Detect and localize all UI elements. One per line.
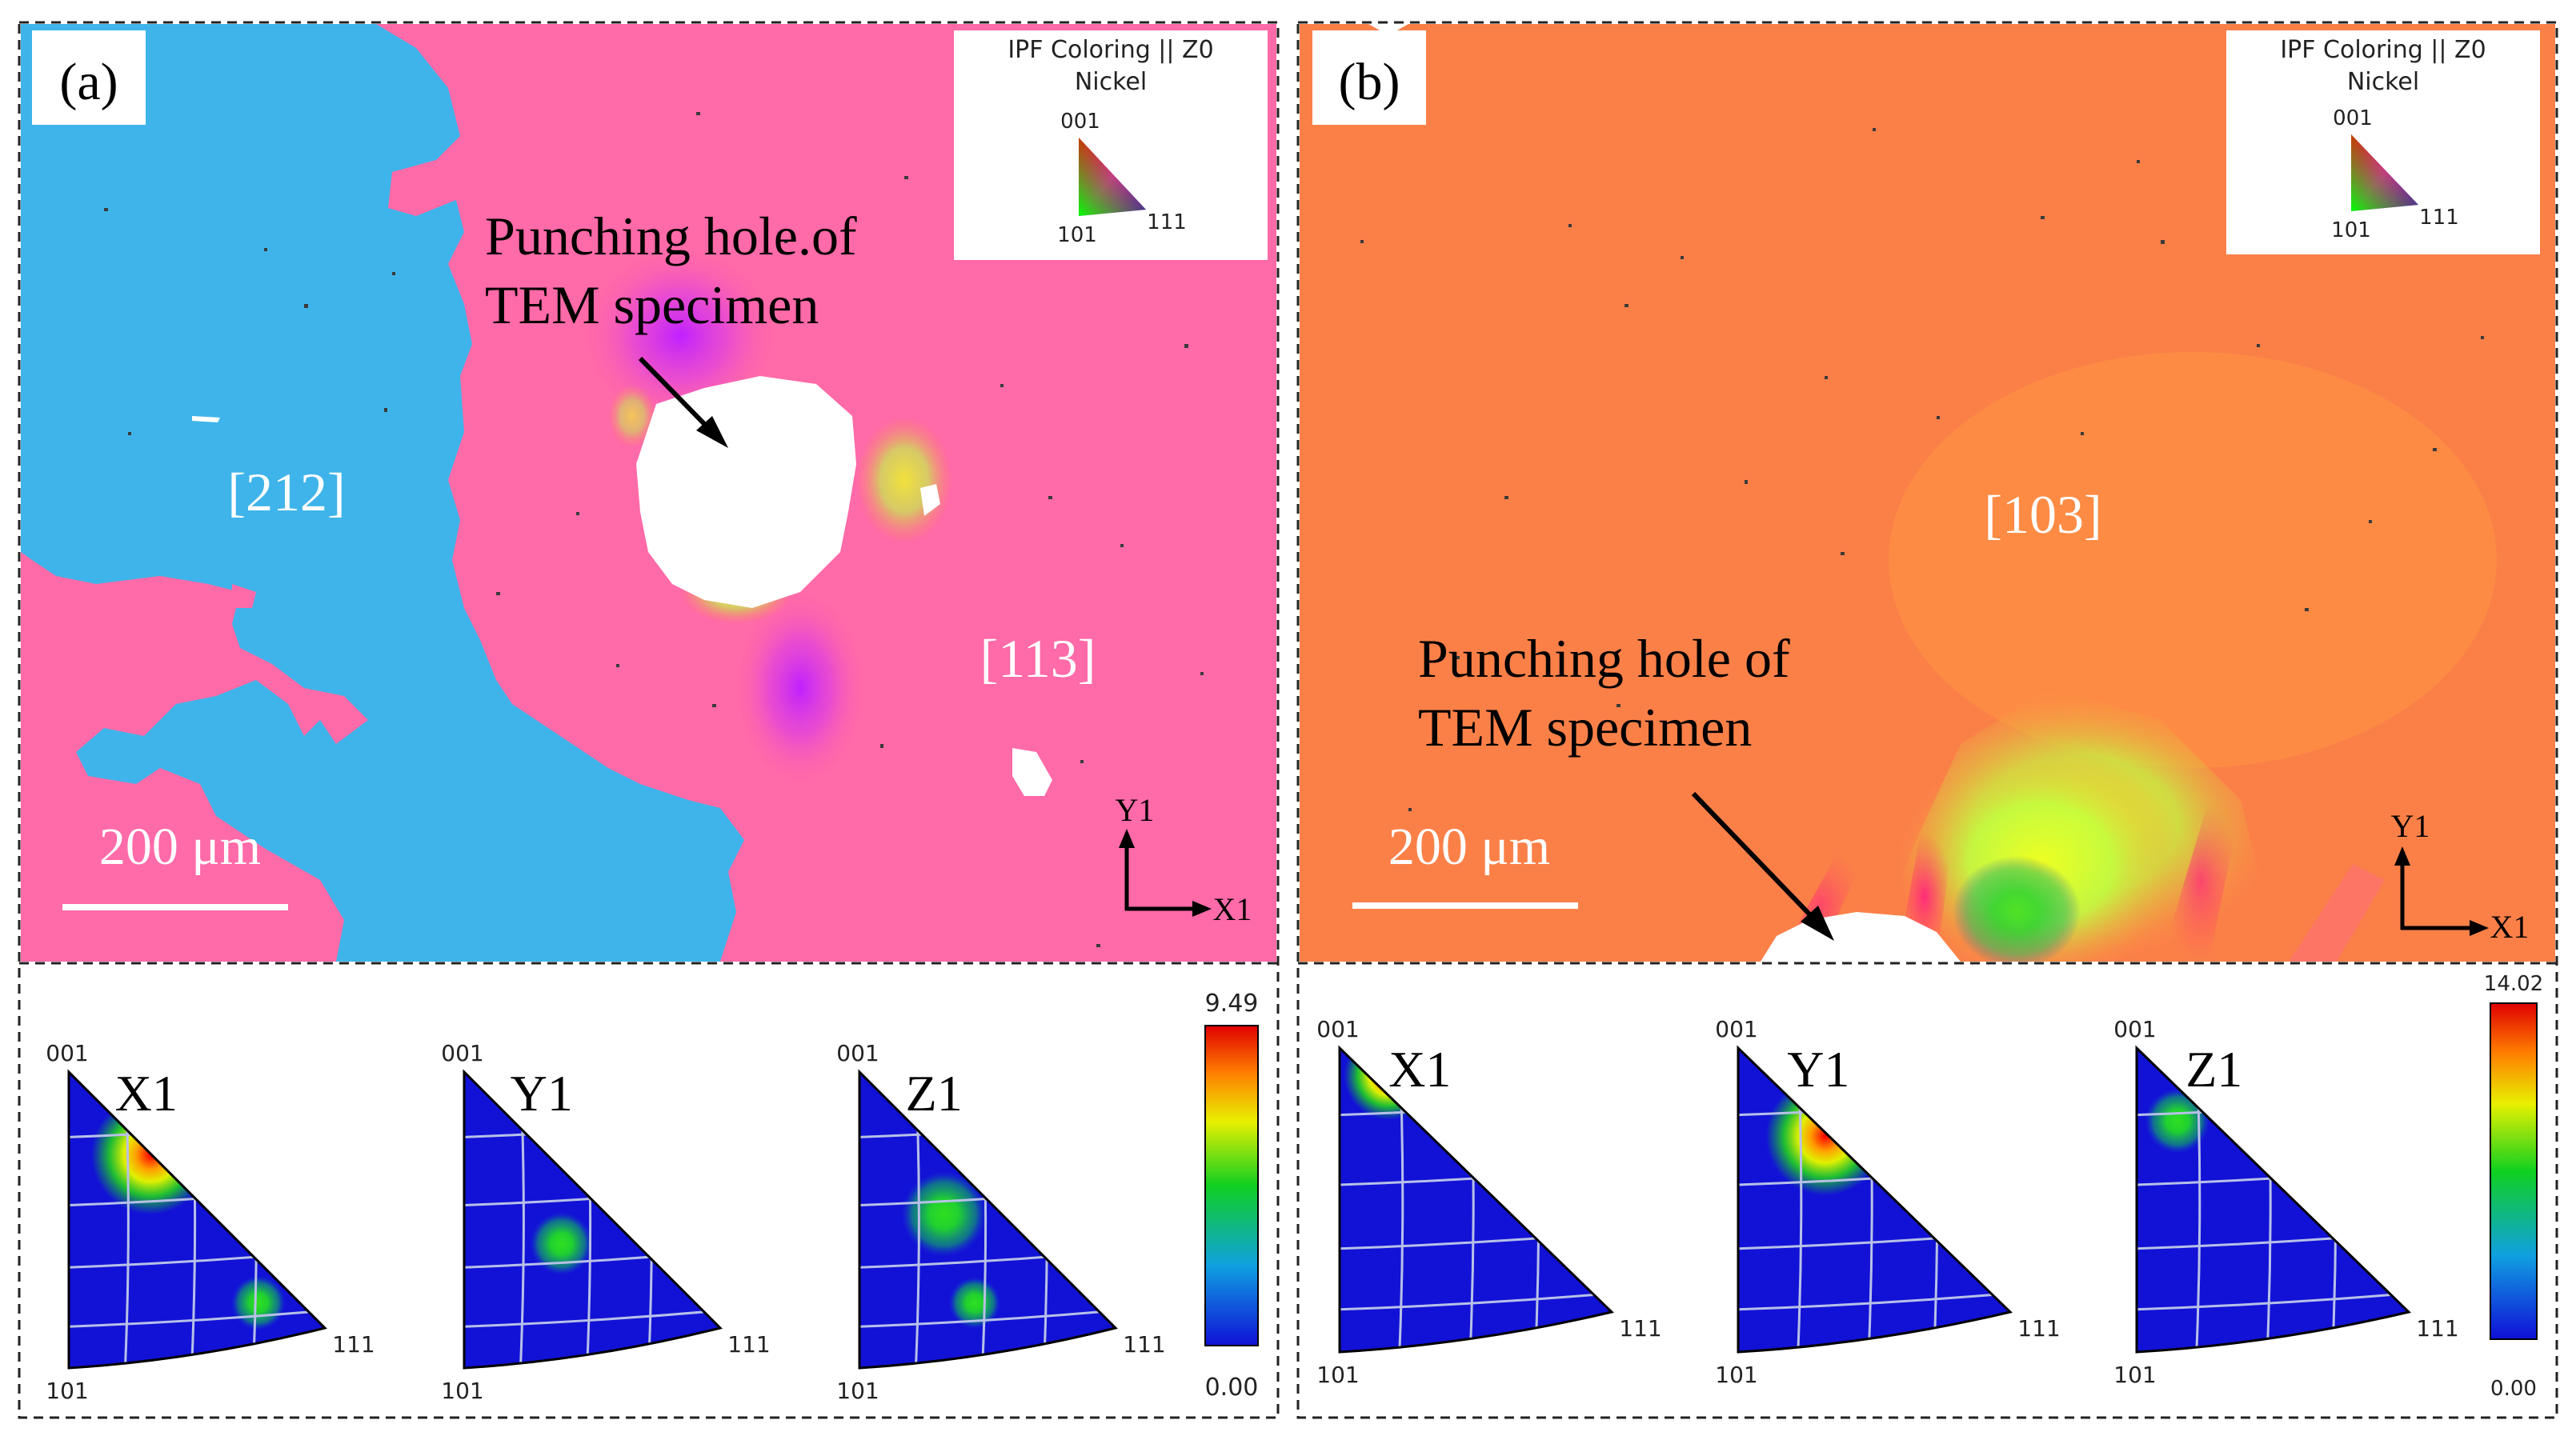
ipf-pole-bottom-right: 111 <box>332 1331 375 1358</box>
ipf-pole-top: 001 <box>2113 1016 2156 1042</box>
panel-b-ebsd-map <box>1300 24 2555 962</box>
panel-a-annotation-line2: TEM specimen <box>485 274 819 335</box>
ipf-pole-bottom-left: 101 <box>1715 1362 1757 1388</box>
legend-pole-001: 001 <box>1060 110 1100 134</box>
ipf-title: Z1 <box>906 1065 963 1122</box>
ipf-title: Y1 <box>1787 1041 1849 1098</box>
panel-a-scale-bar-label: 200 μm <box>99 818 261 876</box>
punching-hole-a <box>636 376 856 608</box>
legend-pole-111: 111 <box>1147 210 1187 234</box>
colorbar-min: 0.00 <box>2490 1377 2537 1401</box>
ipf-b-y1: Y1 001 101 111 <box>1715 1016 2060 1388</box>
ipf-pole-bottom-right: 111 <box>2017 1315 2060 1342</box>
panel-a-annotation-line1: Punching hole.of <box>485 206 857 266</box>
legend-pole-101: 101 <box>1057 223 1097 247</box>
panel-b-axis-x1: X1 <box>2490 909 2530 945</box>
ipf-pole-bottom-left: 101 <box>836 1378 879 1404</box>
panel-a-colorbar: 9.49 0.00 <box>1204 990 1259 1402</box>
colorbar-max: 9.49 <box>1205 990 1259 1018</box>
colorbar-min: 0.00 <box>1205 1374 1259 1402</box>
legend-material: Nickel <box>2347 68 2419 96</box>
ipf-a-y1: Y1 001 101 111 <box>441 1040 770 1404</box>
grain-label-103: [103] <box>1984 484 2101 545</box>
panel-b-ipf-legend: IPF Coloring || Z0 Nickel 001 101 111 <box>2226 30 2540 254</box>
colorbar-max: 14.02 <box>2484 972 2543 996</box>
panel-a-arrow <box>638 356 728 448</box>
ipf-pole-bottom-left: 101 <box>46 1378 88 1404</box>
panel-b-annotation-line1: Punching hole of <box>1418 628 1790 689</box>
grain-label-212: [212] <box>227 462 345 522</box>
ipf-pole-bottom-right: 111 <box>1619 1315 1661 1342</box>
ipf-pole-top: 001 <box>1316 1016 1359 1042</box>
ipf-pole-top: 001 <box>836 1040 879 1066</box>
ipf-title: Y1 <box>511 1065 573 1122</box>
panel-b-colorbar: 14.02 0.00 <box>2484 972 2543 1401</box>
ipf-pole-top: 001 <box>441 1040 483 1066</box>
grain-label-113: [113] <box>980 628 1096 689</box>
ipf-a-x1: X1 001 101 111 <box>46 1040 375 1404</box>
panel-b-label: (b) <box>1339 53 1400 111</box>
panel-a-axis-y1: Y1 <box>1116 792 1155 828</box>
legend-title: IPF Coloring || Z0 <box>2280 36 2486 64</box>
panel-a-frame <box>18 21 1280 1419</box>
ipf-pole-bottom-right: 111 <box>727 1331 770 1358</box>
panel-b-annotation-line2: TEM specimen <box>1418 697 1752 758</box>
panel-a-label: (a) <box>59 53 118 111</box>
legend-pole-101: 101 <box>2331 218 2371 242</box>
ipf-title: X1 <box>115 1065 178 1122</box>
ipf-title: Z1 <box>2185 1041 2242 1098</box>
panel-b-scale-bar-label: 200 μm <box>1388 818 1550 876</box>
ipf-pole-bottom-right: 111 <box>2416 1315 2458 1342</box>
legend-material: Nickel <box>1075 68 1147 96</box>
ipf-pole-top: 001 <box>1715 1016 1757 1042</box>
panel-b-frame <box>1296 21 2558 1419</box>
ipf-pole-bottom-left: 101 <box>1316 1362 1359 1388</box>
ipf-pole-top: 001 <box>46 1040 88 1066</box>
panel-b-axis-y1: Y1 <box>2391 808 2430 844</box>
legend-pole-111: 111 <box>2419 206 2459 230</box>
panel-b-arrow <box>1691 791 1834 941</box>
legend-title: IPF Coloring || Z0 <box>1008 36 1213 64</box>
panel-a-axis-x1: X1 <box>1213 891 1252 927</box>
panel-a-ebsd-map <box>21 24 1276 962</box>
ipf-pole-bottom-left: 101 <box>441 1378 483 1404</box>
panel-a-ipf-legend: IPF Coloring || Z0 Nickel 001 101 111 <box>954 30 1268 260</box>
ipf-b-z1: Z1 001 101 111 <box>2113 1016 2458 1388</box>
panel-a-axes-icon <box>1119 829 1212 917</box>
ipf-pole-bottom-right: 111 <box>1123 1331 1165 1358</box>
panel-b-axes-icon <box>2394 846 2489 936</box>
ipf-pole-bottom-left: 101 <box>2113 1362 2156 1388</box>
grain-212-region <box>21 24 744 962</box>
ipf-title: X1 <box>1388 1041 1451 1098</box>
legend-pole-001: 001 <box>2333 106 2373 130</box>
ipf-a-z1: Z1 001 101 111 <box>836 1040 1165 1404</box>
ipf-b-x1: X1 001 101 111 <box>1316 1016 1661 1388</box>
